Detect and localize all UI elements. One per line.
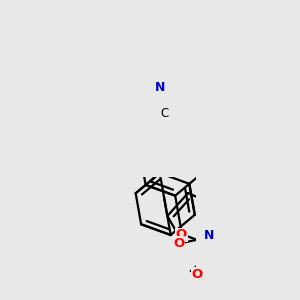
Text: N: N — [155, 81, 165, 94]
Text: C: C — [160, 107, 168, 120]
Text: N: N — [204, 229, 214, 242]
Text: O: O — [176, 229, 187, 242]
Text: O: O — [173, 237, 185, 250]
Text: O: O — [191, 268, 202, 281]
